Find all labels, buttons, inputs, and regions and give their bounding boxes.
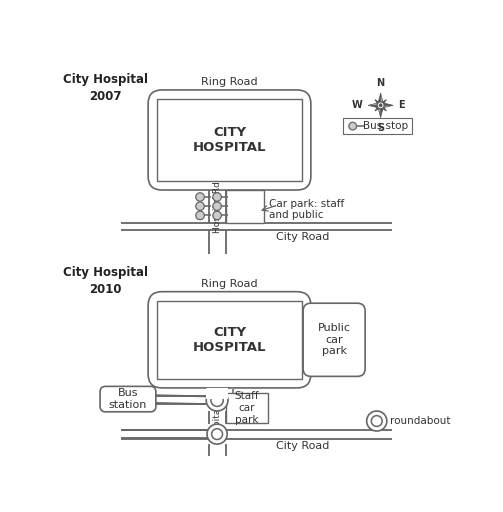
Bar <box>226 190 265 223</box>
Polygon shape <box>375 103 382 111</box>
Text: Staff
car
park: Staff car park <box>234 391 259 424</box>
Circle shape <box>196 193 204 201</box>
Text: City Hospital
2010: City Hospital 2010 <box>63 266 148 296</box>
Polygon shape <box>381 93 384 109</box>
Circle shape <box>207 424 227 444</box>
Polygon shape <box>368 105 384 109</box>
Circle shape <box>377 102 384 109</box>
Text: N: N <box>377 78 385 88</box>
Circle shape <box>196 211 204 220</box>
Polygon shape <box>377 105 393 109</box>
Polygon shape <box>379 103 386 111</box>
Circle shape <box>367 411 387 431</box>
Polygon shape <box>378 93 381 109</box>
Text: W: W <box>352 100 363 110</box>
Bar <box>157 301 302 379</box>
Bar <box>344 118 411 134</box>
FancyBboxPatch shape <box>148 292 311 388</box>
Circle shape <box>371 416 382 426</box>
Polygon shape <box>379 100 386 107</box>
Circle shape <box>212 429 222 439</box>
Polygon shape <box>379 100 386 107</box>
Polygon shape <box>375 100 382 107</box>
Circle shape <box>211 394 223 407</box>
Text: E: E <box>398 100 405 110</box>
FancyBboxPatch shape <box>303 303 365 376</box>
Polygon shape <box>378 102 381 118</box>
Text: S: S <box>377 123 384 133</box>
Text: Public
car
park: Public car park <box>317 323 351 356</box>
Text: Bus
station: Bus station <box>109 388 147 410</box>
Bar <box>226 393 268 422</box>
Polygon shape <box>377 102 393 105</box>
Circle shape <box>349 122 357 130</box>
Text: Car park: staff
and public: Car park: staff and public <box>269 199 344 220</box>
Text: Ring Road: Ring Road <box>201 77 258 87</box>
Polygon shape <box>381 102 384 118</box>
Text: City Road: City Road <box>277 441 330 451</box>
Text: roundabout: roundabout <box>390 416 450 426</box>
Circle shape <box>213 202 221 210</box>
Polygon shape <box>379 103 386 111</box>
Text: City Road: City Road <box>277 232 330 242</box>
Circle shape <box>213 193 221 201</box>
Circle shape <box>206 390 228 411</box>
Circle shape <box>213 211 221 220</box>
Circle shape <box>196 202 204 210</box>
FancyBboxPatch shape <box>100 387 156 412</box>
Polygon shape <box>368 102 384 105</box>
Text: Hospital Rd: Hospital Rd <box>213 391 222 443</box>
Circle shape <box>379 104 382 107</box>
Text: Hospital Rd: Hospital Rd <box>213 181 222 232</box>
Bar <box>157 99 302 181</box>
Polygon shape <box>375 100 382 107</box>
Text: Ring Road: Ring Road <box>201 279 258 289</box>
Bar <box>206 388 228 399</box>
Text: City Hospital
2007: City Hospital 2007 <box>63 73 148 103</box>
Text: CITY
HOSPITAL: CITY HOSPITAL <box>193 126 266 154</box>
Bar <box>207 388 227 399</box>
Polygon shape <box>375 103 382 111</box>
Text: Bus stop: Bus stop <box>363 121 408 131</box>
FancyBboxPatch shape <box>148 90 311 190</box>
Text: CITY
HOSPITAL: CITY HOSPITAL <box>193 326 266 354</box>
